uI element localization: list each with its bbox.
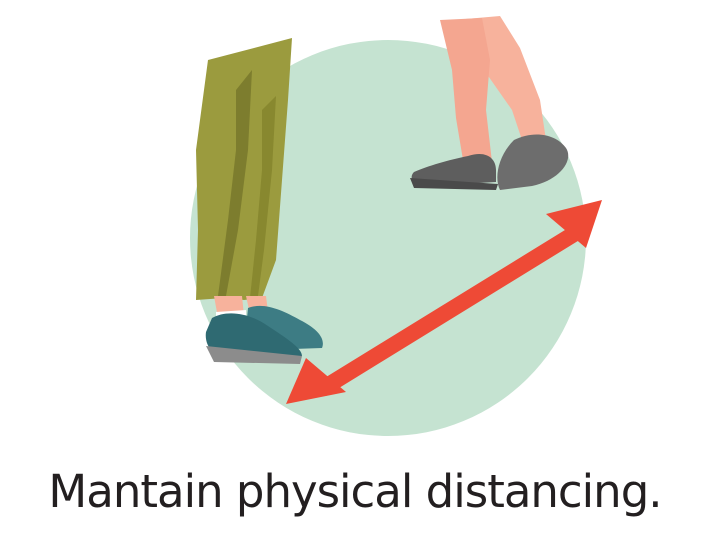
shoe-sole — [206, 346, 302, 364]
gray-shoe-front — [411, 153, 496, 186]
teal-shoe-front — [205, 313, 302, 358]
arrow-head-right — [546, 200, 602, 248]
gray-shoe-back — [497, 134, 569, 190]
leg-front — [440, 18, 492, 166]
shoe-sole — [410, 178, 498, 190]
left-person-legs — [196, 38, 323, 364]
physical-distancing-illustration — [190, 16, 602, 436]
pants-fold — [218, 70, 252, 296]
right-person-legs — [410, 16, 569, 190]
arrow-shaft — [318, 222, 586, 396]
arrow-head-left — [286, 358, 346, 404]
pants-fold — [250, 96, 276, 298]
distance-arrow — [286, 200, 602, 404]
caption-text: Mantain physical distancing. — [48, 465, 662, 518]
